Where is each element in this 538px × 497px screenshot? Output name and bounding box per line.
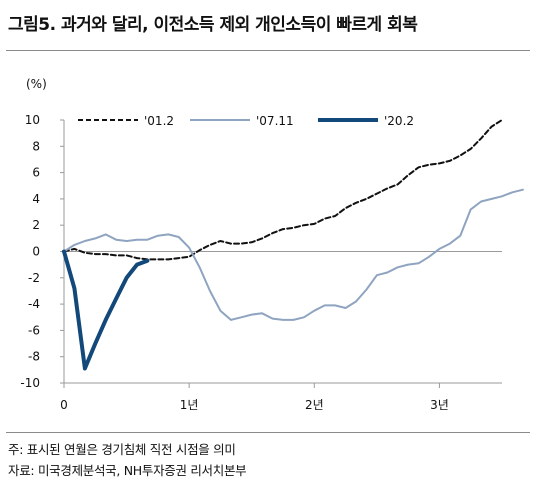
x-tick-label: 1년 — [180, 398, 199, 412]
y-tick-label: -8 — [28, 350, 40, 364]
series-line-2 — [63, 188, 524, 321]
y-tick-label: 6 — [32, 166, 40, 180]
y-unit-label: (%) — [26, 77, 47, 91]
source-note: 자료: 미국경제분석국, NH투자증권 리서치본부 — [8, 463, 247, 478]
series-line-1 — [63, 119, 503, 261]
y-tick-label: -10 — [20, 376, 40, 390]
y-tick-label: 4 — [32, 192, 40, 206]
y-tick-label: 0 — [32, 245, 40, 259]
title-divider — [6, 50, 530, 51]
y-tick-label: -4 — [28, 297, 40, 311]
legend-label-2: '07.11 — [256, 114, 294, 128]
chart-title: 그림5. 과거와 달리, 이전소득 제외 개인소득이 빠르게 회복 — [8, 15, 418, 35]
series-line-3 — [62, 249, 150, 371]
chart-axes: (%) 10 8 6 4 2 0 -2 -4 -6 -8 -10 0 1년 2년 3년 — [20, 77, 502, 412]
y-tick-label: 8 — [32, 139, 40, 153]
x-tick-label: 3년 — [430, 398, 449, 412]
legend-label-3: '20.2 — [384, 114, 414, 128]
x-tick-label: 2년 — [305, 398, 324, 412]
chart-series — [62, 119, 524, 371]
legend-label-1: '01.2 — [144, 114, 174, 128]
y-tick-label: -6 — [28, 323, 40, 337]
y-tick-label: 2 — [32, 218, 40, 232]
chart-legend: '01.2 '07.11 '20.2 — [78, 114, 414, 128]
notes-divider — [6, 432, 530, 433]
x-tick-label: 0 — [60, 398, 68, 412]
y-tick-label: 10 — [25, 113, 40, 127]
footnote: 주: 표시된 연월은 경기침체 직전 시점을 의미 — [8, 442, 236, 457]
y-tick-label: -2 — [28, 271, 40, 285]
